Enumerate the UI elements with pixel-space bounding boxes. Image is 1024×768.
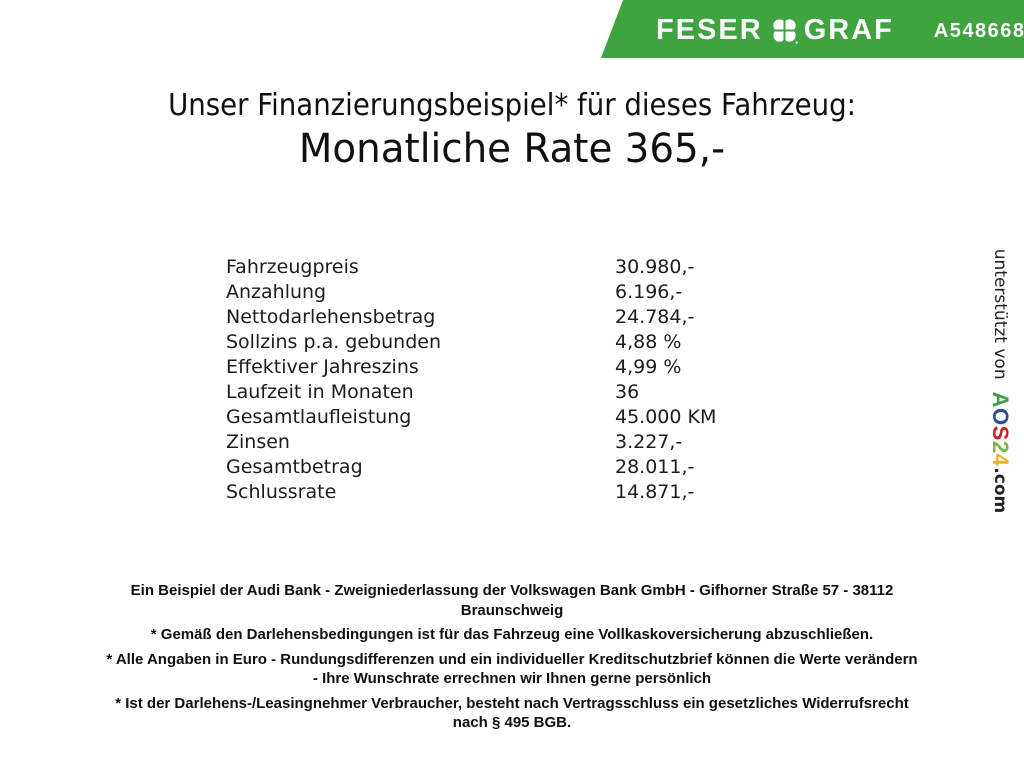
- footer-line: * Ist der Darlehens-/Leasingnehmer Verbr…: [115, 694, 909, 712]
- row-label: Anzahlung: [226, 281, 327, 303]
- headline-subtitle: Unser Finanzierungsbeispiel* für dieses …: [168, 88, 856, 123]
- table-row: Effektiver Jahreszins 4,99 %: [226, 355, 716, 380]
- aos24-letter: 4: [988, 453, 1013, 467]
- footer-euro-note: * Alle Angaben in Euro - Rundungsdiffere…: [0, 650, 1024, 689]
- dealer-banner: FESER GRAF A548668: [601, 0, 1024, 58]
- clover-icon: [771, 17, 798, 44]
- table-row: Zinsen 3.227,-: [226, 430, 716, 455]
- row-value: 6.196,-: [615, 281, 683, 303]
- aos24-logo: A O S 2 4: [987, 392, 1013, 467]
- table-row: Schlussrate 14.871,-: [226, 480, 716, 505]
- sponsor-prefix: unterstützt von: [990, 248, 1010, 380]
- row-label: Schlussrate: [226, 481, 337, 503]
- row-label: Laufzeit in Monaten: [226, 381, 414, 403]
- footer-line: * Alle Angaben in Euro - Rundungsdiffere…: [106, 650, 918, 668]
- footer-bank-info: Ein Beispiel der Audi Bank - Zweignieder…: [0, 581, 1024, 620]
- aos24-letter: A: [988, 391, 1013, 408]
- table-row: Sollzins p.a. gebunden 4,88 %: [226, 330, 716, 355]
- row-value: 14.871,-: [615, 481, 695, 503]
- table-row: Anzahlung 6.196,-: [226, 280, 716, 305]
- row-label: Fahrzeugpreis: [226, 256, 359, 278]
- aos24-letter: 2: [988, 440, 1013, 454]
- financing-table: Fahrzeugpreis 30.980,- Anzahlung 6.196,-…: [226, 255, 716, 505]
- sponsor-suffix: .com: [990, 467, 1010, 514]
- aos24-letter: O: [988, 408, 1013, 426]
- table-row: Gesamtbetrag 28.011,-: [226, 455, 716, 480]
- footer-line: Ein Beispiel der Audi Bank - Zweignieder…: [130, 582, 894, 599]
- row-value: 24.784,-: [615, 306, 695, 328]
- legal-footer: Ein Beispiel der Audi Bank - Zweignieder…: [0, 581, 1024, 738]
- footer-line: nach § 495 BGB.: [452, 714, 572, 731]
- row-value: 36: [615, 381, 640, 403]
- row-value: 4,88 %: [615, 331, 682, 353]
- footer-withdrawal-note: * Ist der Darlehens-/Leasingnehmer Verbr…: [0, 694, 1024, 733]
- vehicle-ref-code: A548668: [933, 19, 1024, 42]
- row-label: Gesamtbetrag: [226, 456, 363, 478]
- aos24-letter: S: [988, 425, 1013, 441]
- footer-line: - Ihre Wunschrate errechnen wir Ihnen ge…: [312, 670, 712, 687]
- table-row: Fahrzeugpreis 30.980,-: [226, 255, 716, 280]
- footer-insurance-note: * Gemäß den Darlehensbedingungen ist für…: [0, 625, 1024, 645]
- headline-block: Unser Finanzierungsbeispiel* für dieses …: [0, 88, 1024, 172]
- row-value: 28.011,-: [615, 456, 695, 478]
- row-label: Zinsen: [226, 431, 290, 453]
- headline-monthly-rate: Monatliche Rate 365,-: [298, 126, 726, 172]
- brand-name-left: FESER: [656, 14, 763, 46]
- table-row: Nettodarlehensbetrag 24.784,-: [226, 305, 716, 330]
- row-value: 3.227,-: [615, 431, 683, 453]
- footer-line: * Gemäß den Darlehensbedingungen ist für…: [150, 626, 874, 643]
- table-row: Laufzeit in Monaten 36: [226, 380, 716, 405]
- row-value: 4,99 %: [615, 356, 682, 378]
- row-value: 30.980,-: [615, 256, 695, 278]
- footer-line: Braunschweig: [460, 601, 564, 619]
- row-label: Sollzins p.a. gebunden: [226, 331, 441, 353]
- row-label: Gesamtlaufleistung: [226, 406, 412, 428]
- sponsor-strip-text: unterstützt von A O S 2 4 .com: [987, 249, 1013, 514]
- brand-name-right: GRAF: [803, 14, 894, 46]
- table-row: Gesamtlaufleistung 45.000 KM: [226, 405, 716, 430]
- row-value: 45.000 KM: [615, 406, 717, 428]
- row-label: Effektiver Jahreszins: [226, 356, 419, 378]
- row-label: Nettodarlehensbetrag: [226, 306, 436, 328]
